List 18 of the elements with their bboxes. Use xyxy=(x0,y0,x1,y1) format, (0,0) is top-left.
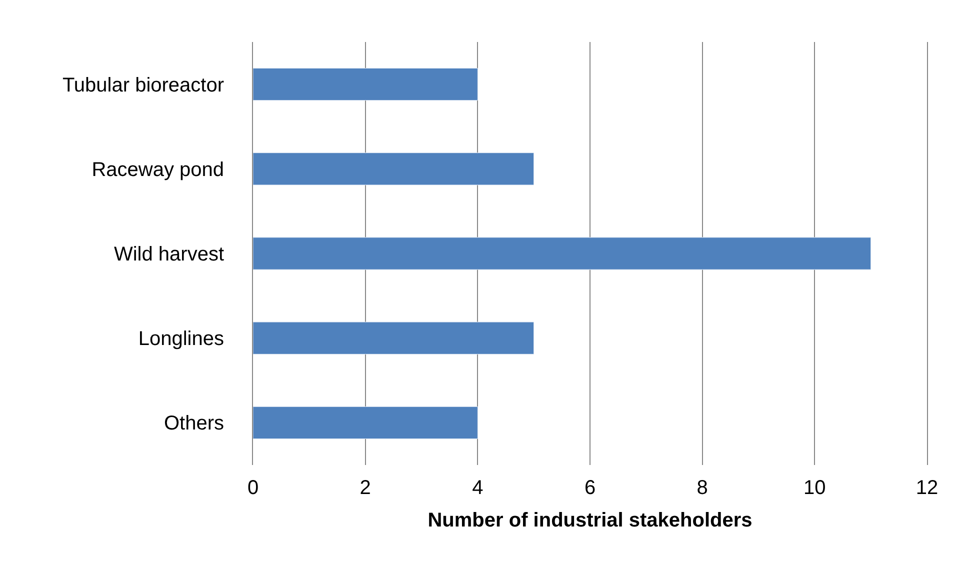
bar xyxy=(253,322,534,354)
bar xyxy=(253,68,478,101)
y-tick-label: Longlines xyxy=(138,328,224,350)
bar xyxy=(253,406,478,440)
y-tick-label: Others xyxy=(164,412,224,435)
x-tick-label: 4 xyxy=(472,477,484,499)
x-tick-label: 8 xyxy=(696,477,708,499)
bar xyxy=(253,152,534,186)
y-tick-label: Raceway pond xyxy=(92,158,224,181)
x-tick-label: 0 xyxy=(247,477,259,499)
y-tick-label: Tubular bioreactor xyxy=(62,74,224,96)
x-tick-label: 2 xyxy=(360,477,371,499)
y-tick-label: Wild harvest xyxy=(114,244,224,266)
x-tick-label: 6 xyxy=(584,477,596,499)
x-axis-title: Number of industrial stakeholders xyxy=(428,510,752,532)
x-tick-label: 10 xyxy=(804,477,826,499)
bar xyxy=(253,237,872,270)
x-tick-label: 12 xyxy=(916,477,938,499)
